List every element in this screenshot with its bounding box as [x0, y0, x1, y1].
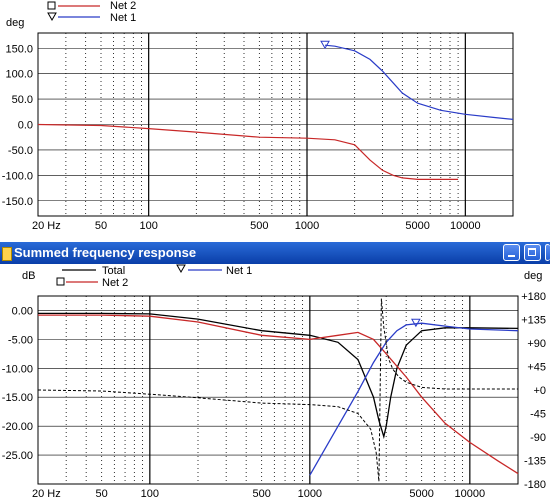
bottom-ytick-right-label: +90 — [527, 338, 546, 350]
top-legend-label: Net 1 — [110, 12, 136, 24]
bottom-legend-label: Total — [102, 265, 125, 277]
bottom-chart-grid — [37, 295, 519, 485]
bottom-ytick-right-label: +0 — [533, 385, 546, 397]
bottom-legend-label: Net 1 — [226, 265, 252, 277]
top-ytick-label: 0.0 — [18, 120, 33, 132]
top-xtick-label: 1000 — [295, 220, 319, 232]
bottom-xtick-label: 10000 — [455, 488, 486, 500]
bottom-ytick-right-label: -90 — [530, 432, 546, 444]
top-ytick-label: 150.0 — [5, 43, 33, 55]
window-titlebar[interactable]: Summed frequency response — [0, 242, 550, 264]
bottom-ytick-right-label: -180 — [524, 479, 546, 491]
top-legend-triangle-marker — [47, 12, 57, 22]
top-chart-grid — [37, 32, 514, 217]
bottom-net1-marker — [411, 318, 421, 328]
minimize-button[interactable] — [503, 244, 520, 261]
bottom-ytick-right-label: +45 — [527, 362, 546, 374]
bottom-ytick-left-label: -20.00 — [2, 421, 33, 433]
bottom-legend-square-marker — [56, 277, 65, 286]
app-icon — [2, 247, 12, 261]
bottom-chart-ylabel-left: dB — [22, 270, 35, 282]
bottom-ytick-left-label: -5.00 — [8, 334, 33, 346]
bottom-series-line — [38, 312, 519, 440]
bottom-ytick-right-label: +180 — [521, 291, 546, 303]
top-ytick-label: 50.0 — [12, 94, 33, 106]
bottom-xtick-label: 5000 — [409, 488, 433, 500]
bottom-ytick-right-label: +135 — [521, 315, 546, 327]
top-ytick-label: -50.0 — [8, 145, 33, 157]
bottom-series-line — [38, 314, 519, 475]
top-xtick-label: 100 — [139, 220, 157, 232]
bottom-chart-ylabel-right: deg — [524, 270, 542, 282]
top-xtick-label: 20 Hz — [32, 220, 61, 232]
bottom-chart-series — [37, 298, 519, 482]
top-legend-label: Net 2 — [110, 0, 136, 12]
bottom-chart-ticks: 0.00 -5.00 -10.00 -15.00 -20.00 -25.00 +180 +13… — [2, 291, 546, 500]
bottom-ytick-left-label: -10.00 — [2, 363, 33, 375]
bottom-xtick-label: 500 — [252, 488, 270, 500]
top-chart-ylabel: deg — [6, 17, 24, 29]
bottom-xtick-label: 20 Hz — [32, 488, 61, 500]
bottom-xtick-label: 100 — [141, 488, 159, 500]
bottom-xtick-label: 50 — [96, 488, 108, 500]
maximize-button[interactable] — [524, 244, 541, 261]
bottom-legend-triangle-marker — [176, 264, 186, 274]
bottom-ytick-right-label: -45 — [530, 409, 546, 421]
bottom-series-line — [37, 298, 518, 482]
top-chart-series — [37, 40, 514, 180]
top-xtick-label: 10000 — [450, 220, 481, 232]
top-xtick-label: 5000 — [405, 220, 429, 232]
window-title: Summed frequency response — [14, 245, 197, 260]
bottom-ytick-left-label: 0.00 — [12, 305, 33, 317]
top-legend-square-marker — [47, 1, 56, 10]
top-series-line — [324, 44, 514, 120]
top-ytick-label: -150.0 — [2, 196, 33, 208]
top-xtick-label: 50 — [95, 220, 107, 232]
bottom-ytick-left-label: -25.00 — [2, 450, 33, 462]
bottom-xtick-label: 1000 — [298, 488, 322, 500]
top-ytick-label: -100.0 — [2, 170, 33, 182]
top-xtick-label: 500 — [250, 220, 268, 232]
top-net1-marker — [320, 40, 330, 50]
bottom-ytick-left-label: -15.00 — [2, 392, 33, 404]
bottom-legend-label: Net 2 — [102, 277, 128, 289]
top-chart-ticks: 150.0 100.0 50.0 0.0 -50.0 -100.0 -150.0 20 Hz 5… — [2, 43, 481, 232]
top-ytick-label: 100.0 — [5, 69, 33, 81]
close-button[interactable] — [545, 244, 550, 261]
top-series-line — [37, 123, 459, 180]
bottom-plot-area — [37, 295, 519, 485]
bottom-series-line — [309, 322, 519, 476]
bottom-chart-legend: Total Net 1 Net 2 — [56, 264, 252, 289]
bottom-ytick-right-label: -135 — [524, 456, 546, 468]
